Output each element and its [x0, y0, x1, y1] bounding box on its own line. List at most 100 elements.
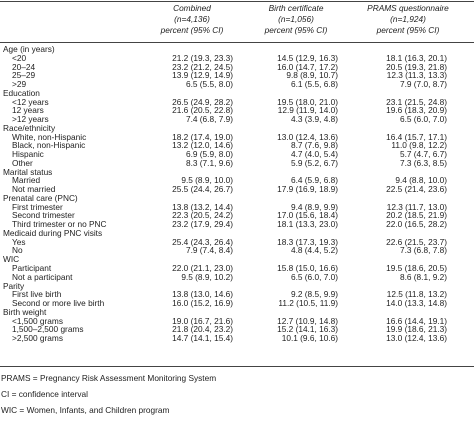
section-title: Medicaid during PNC visits — [3, 227, 103, 238]
section-title: Marital status — [3, 166, 53, 177]
cell: 22.0 (21.1, 23.0) — [172, 263, 233, 273]
cell: 25.4 (24.3, 26.4) — [172, 236, 233, 247]
cell: 19.9 (18.6, 21.3) — [386, 324, 447, 335]
cell: 16.0 (14.7, 17.2) — [277, 61, 338, 72]
cell: 23.2 (17.9, 29.4) — [172, 219, 233, 230]
cell: 6.5 (5.5, 8.0) — [185, 79, 233, 90]
cell: 17.0 (15.6, 18.4) — [277, 210, 338, 221]
cell: 18.2 (17.4, 19.0) — [172, 131, 233, 142]
cell: 12.3 (11.3, 13.3) — [386, 70, 447, 81]
cell: 13.9 (12.9, 14.9) — [172, 70, 233, 81]
cell: 6.5 (6.0, 7.0) — [399, 114, 447, 125]
row-label: Second or more live birth — [12, 298, 105, 309]
bottom-rule — [0, 366, 474, 367]
cell: 4.3 (3.9, 4.8) — [290, 114, 338, 125]
cell: 7.9 (7.0, 8.7) — [399, 79, 447, 90]
cell: 6.4 (5.9, 6.8) — [290, 175, 338, 186]
row-label: Third trimester or no PNC — [12, 219, 107, 230]
section-title: WIC — [3, 254, 20, 265]
row-label: 12 years — [12, 105, 44, 116]
footnote: PRAMS = Pregnancy Risk Assessment Monito… — [1, 373, 217, 383]
cell: 16.4 (15.7, 17.1) — [386, 131, 447, 142]
cell: 12.5 (11.8, 13.2) — [386, 289, 447, 300]
cell: 5.9 (5.2, 6.7) — [290, 157, 338, 168]
cell: 13.8 (13.0, 14.6) — [172, 289, 233, 300]
cell: 18.1 (13.3, 23.0) — [277, 219, 338, 230]
cell: 13.0 (12.4, 13.6) — [277, 131, 338, 142]
row-label: <20 — [12, 52, 27, 63]
cell: 14.5 (12.9, 16.3) — [277, 52, 338, 63]
cell: 21.2 (19.3, 23.3) — [172, 52, 233, 63]
header-rule — [0, 42, 474, 43]
column-header: PRAMS questionnaire — [367, 3, 449, 13]
cell: 15.8 (15.0, 16.6) — [277, 263, 338, 273]
cell: 23.1 (21.5, 24.8) — [386, 96, 447, 107]
cell: 9.5 (8.9, 10.0) — [181, 175, 233, 186]
row-label: >29 — [12, 79, 27, 90]
column-header: (n=4,136) — [174, 14, 210, 24]
cell: 8.6 (8.1, 9.2) — [399, 271, 447, 282]
row-label: >2,500 grams — [12, 333, 63, 344]
cell: 11.0 (9.8, 12.2) — [391, 140, 447, 151]
section-title: Age (in years) — [3, 44, 55, 54]
section-title: Birth weight — [3, 306, 47, 317]
row-label: Other — [12, 157, 33, 168]
row-label: Participant — [12, 263, 52, 273]
cell: 22.0 (16.5, 28.2) — [386, 219, 447, 230]
cell: 13.8 (13.2, 14.4) — [172, 201, 233, 212]
row-label: Not married — [12, 184, 56, 195]
cell: 13.2 (12.0, 14.6) — [172, 140, 233, 151]
row-label: 25–29 — [12, 70, 36, 81]
cell: 9.5 (8.9, 10.2) — [181, 271, 233, 282]
section-title: Prenatal care (PNC) — [3, 192, 78, 203]
cell: 22.3 (20.5, 24.2) — [172, 210, 233, 221]
cell: 21.6 (20.5, 22.8) — [172, 105, 233, 116]
cell: 21.8 (20.4, 23.2) — [172, 324, 233, 335]
cell: 18.3 (17.3, 19.3) — [277, 236, 338, 247]
cell: 25.5 (24.4, 26.7) — [172, 184, 233, 195]
cell: 7.9 (7.4, 8.4) — [185, 245, 233, 256]
row-label: 20–24 — [12, 61, 36, 72]
cell: 14.0 (13.3, 14.8) — [386, 298, 447, 309]
cell: 7.4 (6.8, 7.9) — [185, 114, 233, 125]
column-header: Birth certificate — [268, 3, 324, 13]
cell: 22.5 (21.4, 23.6) — [386, 184, 447, 195]
cell: 23.2 (21.2, 24.5) — [172, 61, 233, 72]
cell: 19.5 (18.6, 20.5) — [386, 263, 447, 273]
column-header: Combined — [173, 3, 211, 13]
cell: 12.9 (11.9, 14.0) — [277, 105, 338, 116]
section-title: Parity — [3, 280, 25, 291]
footnote: WIC = Women, Infants, and Children progr… — [1, 405, 170, 415]
row-label: Hispanic — [12, 149, 44, 160]
cell: 9.8 (8.9, 10.7) — [286, 70, 338, 81]
cell: 4.7 (4.0, 5.4) — [290, 149, 338, 160]
cell: 16.0 (15.2, 16.9) — [172, 298, 233, 309]
cell: 14.7 (14.1, 15.4) — [172, 333, 233, 344]
footnote: CI = confidence interval — [1, 389, 88, 399]
cell: 18.1 (16.3, 20.1) — [386, 52, 447, 63]
cell: 9.4 (8.8, 10.0) — [395, 175, 447, 186]
cell: 19.6 (18.3, 20.9) — [386, 105, 447, 116]
row-label: No — [12, 245, 23, 256]
cell: 20.2 (18.5, 21.9) — [386, 210, 447, 221]
cell: 26.5 (24.9, 28.2) — [172, 96, 233, 107]
cell: 15.2 (14.1, 16.3) — [277, 324, 338, 335]
section-title: Education — [3, 87, 40, 98]
column-header: percent (95% CI) — [376, 25, 440, 35]
cell: 19.5 (18.0, 21.0) — [277, 96, 338, 107]
row-label: First trimester — [12, 201, 63, 212]
cell: 11.2 (10.5, 11.9) — [278, 298, 338, 309]
cell: 8.7 (7.6, 9.8) — [290, 140, 338, 151]
cell: 8.3 (7.1, 9.6) — [185, 157, 233, 168]
cell: 7.3 (6.3, 8.5) — [399, 157, 447, 168]
section-title: Race/ethnicity — [3, 122, 56, 133]
row-label: 1,500–2,500 grams — [12, 324, 84, 335]
cell: 10.1 (9.6, 10.6) — [281, 333, 338, 344]
row-label: <1,500 grams — [12, 315, 63, 326]
row-label: Married — [12, 175, 41, 186]
row-label: Yes — [12, 236, 26, 247]
cell: 4.8 (4.4, 5.2) — [290, 245, 338, 256]
cell: 12.7 (10.9, 14.8) — [277, 315, 338, 326]
cell: 9.2 (8.5, 9.9) — [290, 289, 338, 300]
